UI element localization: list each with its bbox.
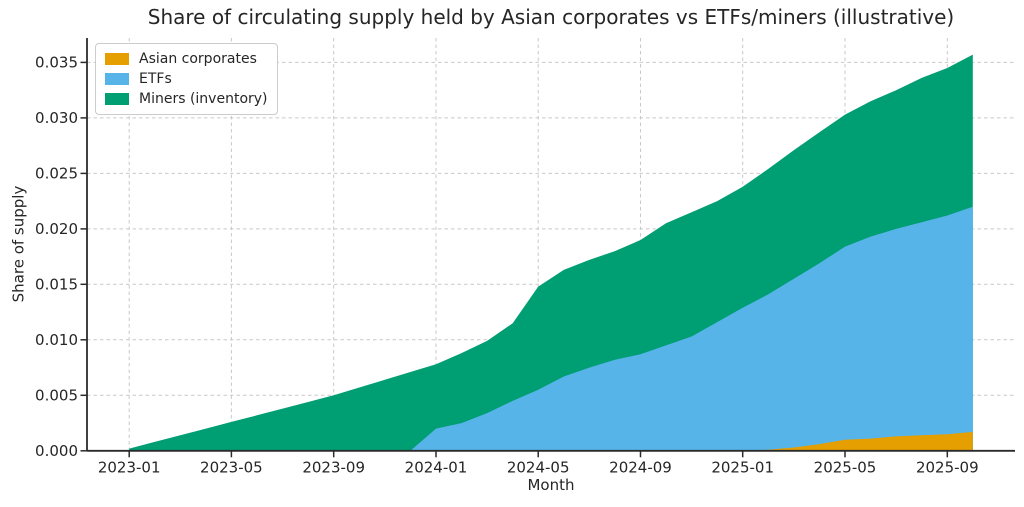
legend-label: Asian corporates: [139, 51, 257, 67]
y-tick-label: 0.005: [35, 386, 78, 404]
y-tick-label: 0.000: [35, 442, 78, 460]
legend: Asian corporates ETFs Miners (inventory): [95, 43, 278, 115]
legend-item-asian-corporates: Asian corporates: [96, 49, 277, 69]
x-tick-label: 2023-05: [200, 458, 263, 476]
area-etfs: [129, 206, 973, 451]
x-tick-label: 2024-09: [609, 458, 672, 476]
x-tick-label: 2025-01: [711, 458, 774, 476]
x-tick-label: 2024-05: [507, 458, 570, 476]
y-tick-label: 0.010: [35, 331, 78, 349]
y-axis-label: Share of supply: [9, 185, 28, 303]
legend-label: ETFs: [139, 71, 172, 87]
legend-swatch-miners: [105, 93, 129, 105]
y-tick-label: 0.035: [35, 53, 78, 71]
x-axis-label: Month: [527, 476, 575, 494]
x-tick-label: 2025-09: [916, 458, 979, 476]
x-tick-label: 2023-09: [302, 458, 365, 476]
legend-item-miners: Miners (inventory): [96, 89, 277, 109]
y-tick-label: 0.020: [35, 220, 78, 238]
legend-label: Miners (inventory): [139, 91, 268, 107]
x-tick-label: 2025-05: [814, 458, 877, 476]
legend-swatch-asian-corporates: [105, 53, 129, 65]
area-asian-corporates: [129, 431, 973, 451]
legend-item-etfs: ETFs: [96, 69, 277, 89]
x-tick-label: 2024-01: [405, 458, 468, 476]
x-tick-label: 2023-01: [98, 458, 161, 476]
y-tick-label: 0.015: [35, 275, 78, 293]
y-tick-label: 0.030: [35, 109, 78, 127]
y-tick-label: 0.025: [35, 164, 78, 182]
legend-swatch-etfs: [105, 73, 129, 85]
chart-title: Share of circulating supply held by Asia…: [147, 5, 955, 29]
